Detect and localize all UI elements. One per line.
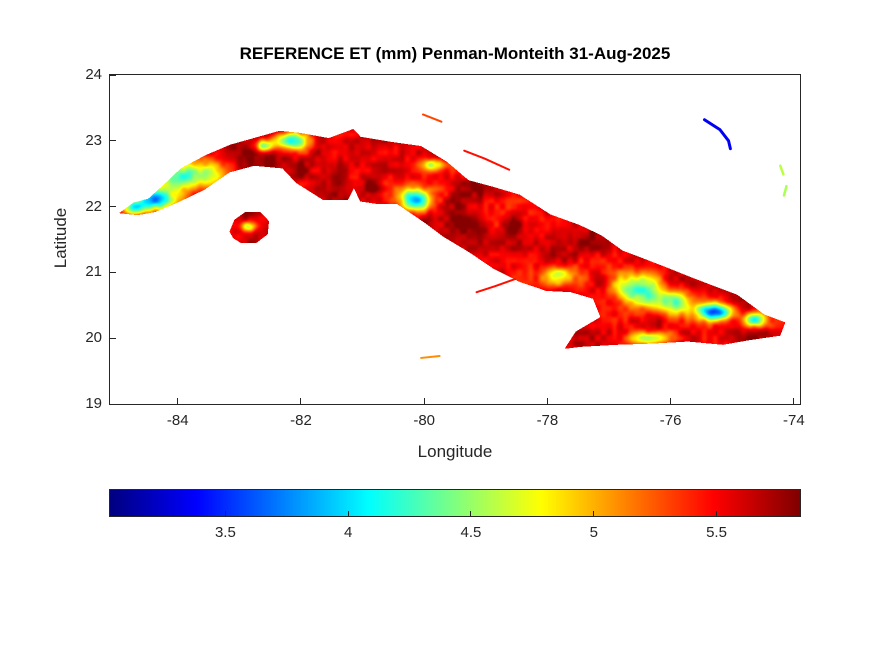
y-tick-mark [110, 337, 116, 339]
chart-title: REFERENCE ET (mm) Penman-Monteith 31-Aug… [239, 44, 671, 63]
x-tick-label: -74 [782, 412, 805, 429]
colorbar-tick-mark [716, 511, 717, 516]
y-tick-label: 20 [85, 329, 102, 347]
y-tick-mark [110, 140, 116, 142]
x-tick-label: -76 [659, 412, 682, 429]
colorbar-tick-mark [347, 511, 349, 516]
y-tick-mark [110, 271, 116, 273]
x-axis-label: Longitude [417, 442, 493, 461]
y-tick-label: 23 [85, 131, 102, 149]
colorbar-canvas [110, 490, 800, 516]
y-tick-label: 24 [85, 66, 102, 83]
colorbar-tick-mark [224, 511, 226, 516]
x-tick-label: -80 [413, 412, 436, 429]
x-tick-label: -78 [536, 412, 559, 429]
colorbar-tick-mark [593, 511, 595, 516]
colorbar-tick-label: 4 [344, 524, 353, 541]
x-tick-mark [423, 398, 425, 404]
map-canvas [110, 75, 800, 404]
x-tick-mark [300, 398, 302, 404]
x-tick-label: -82 [290, 412, 312, 429]
colorbar-tick-label: 5 [589, 524, 598, 541]
colorbar-tick-label: 5.5 [706, 524, 727, 541]
colorbar-tick-label: 3.5 [214, 524, 236, 541]
colorbar-tick-mark [470, 511, 472, 516]
x-tick-label: -84 [166, 412, 189, 429]
colorbar-tick-label: 4.5 [460, 524, 482, 541]
y-tick-label: 22 [85, 197, 102, 215]
x-tick-mark [670, 398, 672, 404]
y-tick-label: 21 [85, 263, 102, 281]
colorbar [109, 489, 801, 517]
y-tick-mark [110, 403, 116, 405]
x-tick-mark [793, 398, 795, 404]
y-tick-mark [110, 206, 116, 208]
x-tick-mark [546, 398, 548, 404]
plot-area [109, 74, 801, 405]
y-tick-label: 19 [85, 395, 102, 412]
y-tick-mark [110, 74, 116, 76]
y-axis-label: Latitude [51, 207, 70, 269]
x-tick-mark [177, 398, 179, 404]
